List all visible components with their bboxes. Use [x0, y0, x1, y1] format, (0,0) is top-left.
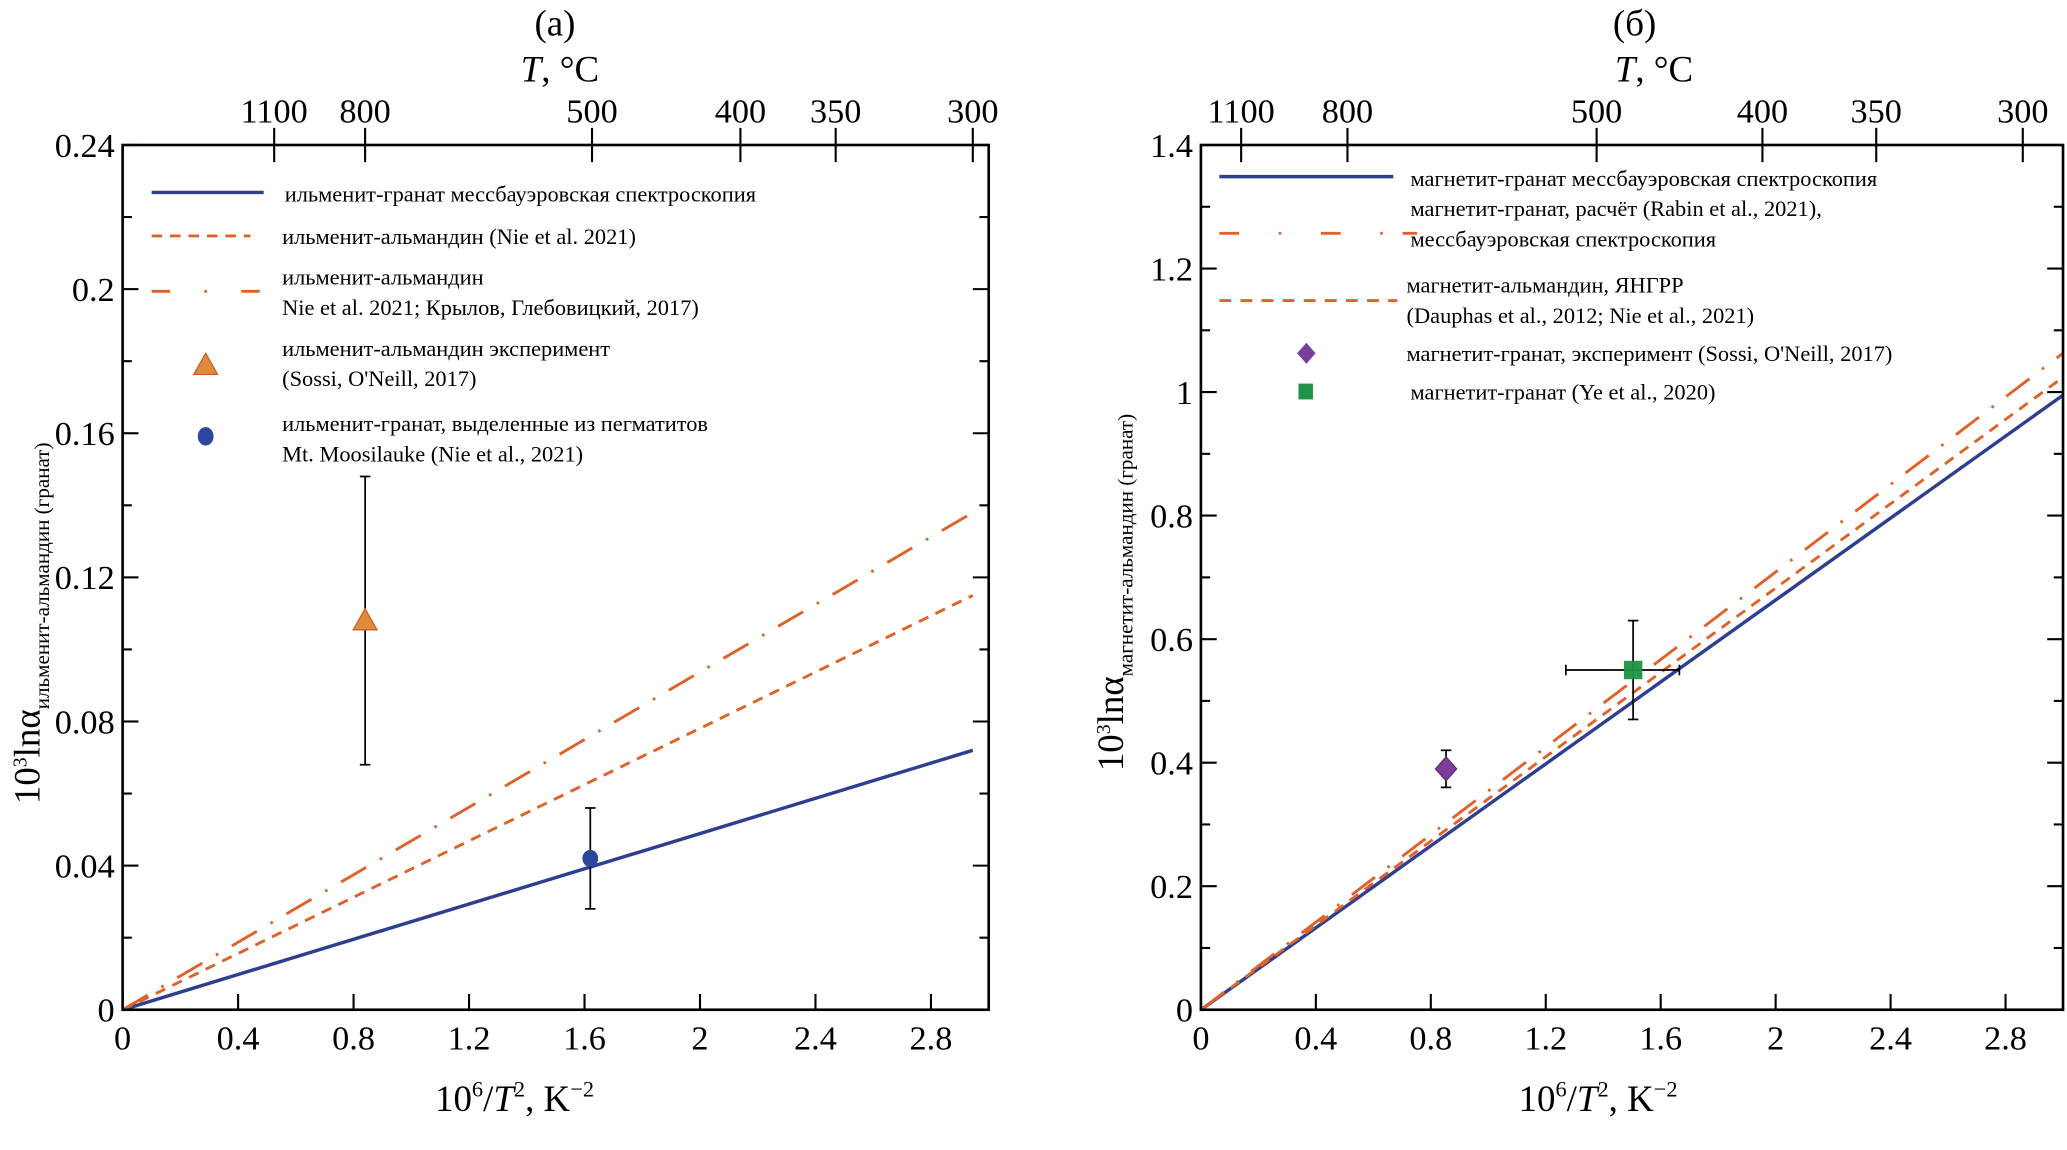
plot-area: [1199, 352, 2065, 1012]
top-tick-label: 300: [1997, 93, 2048, 131]
y-tick-label: 0.24: [55, 127, 115, 165]
x-tick-label: 1.2: [448, 1019, 491, 1057]
legend-label: (Sossi, O'Neill, 2017): [282, 366, 476, 391]
panel-a-x-axis-label: 106/T2, K−2: [435, 1077, 594, 1120]
y-tick-label: 0.4: [1150, 745, 1193, 783]
legend-label: Nie et al. 2021; Крылов, Глебовицкий, 20…: [282, 295, 699, 320]
x-tick-label: 2: [691, 1019, 708, 1057]
panel-a-legend: ильменит-гранат мессбауэровская спектрос…: [151, 182, 756, 466]
y-tick-label: 0.12: [55, 559, 115, 597]
top-tick-label: 800: [1322, 93, 1373, 131]
top-tick-label: 1100: [241, 93, 308, 131]
panel-a-y-axis-label: 103lnαильменит-альмандин (гранат): [7, 442, 54, 804]
legend-label: мессбауэровская спектроскопия: [1411, 227, 1717, 252]
x-tick-label: 0: [114, 1019, 131, 1057]
x-tick-label: 0.4: [217, 1019, 260, 1057]
x-tick-label: 2.4: [794, 1019, 837, 1057]
y-tick-label: 0: [1176, 992, 1193, 1030]
panel-b-legend: магнетит-гранат мессбауэровская спектрос…: [1219, 166, 1893, 404]
panel-b-label: (б): [1613, 3, 1656, 45]
top-tick-label: 350: [1851, 93, 1902, 131]
y-tick-label: 0.08: [55, 703, 115, 741]
x-tick-label: 0: [1192, 1019, 1209, 1057]
x-tick-label: 1.6: [563, 1019, 606, 1057]
x-tick-label: 0.4: [1294, 1019, 1337, 1057]
legend-label: ильменит-альмандин: [282, 265, 484, 290]
top-tick-label: 800: [339, 93, 390, 131]
x-tick-label: 0.8: [1409, 1019, 1452, 1057]
panel-b-top-axis-label: T, °C: [1615, 49, 1693, 90]
y-tick-label: 0: [98, 992, 115, 1030]
panel-a-label: (a): [535, 3, 576, 45]
panel-a-top-axis-label: T, °C: [521, 49, 599, 90]
series-line-dashdot: [1200, 352, 2064, 1011]
y-tick-label: 1.2: [1150, 250, 1193, 288]
series-line-solid: [122, 748, 974, 1012]
data-point-diamond: [1434, 755, 1458, 782]
panel-b-y-axis-label: 103lnαмагнетит-альмандин (гранат): [1090, 414, 1137, 771]
x-tick-label: 1.2: [1524, 1019, 1567, 1057]
y-tick-label: 0.16: [55, 415, 115, 453]
top-tick-label: 1100: [1208, 93, 1275, 131]
top-tick-label: 400: [715, 93, 766, 131]
data-point-circle: [582, 849, 599, 867]
circle-marker-icon: [197, 427, 214, 446]
legend-label: магнетит-гранат (Ye et al., 2020): [1411, 379, 1716, 404]
data-point-square: [1623, 660, 1643, 680]
top-tick-label: 400: [1737, 93, 1788, 131]
x-tick-label: 0.8: [332, 1019, 375, 1057]
y-tick-label: 0.04: [55, 847, 115, 885]
square-marker-icon: [1298, 383, 1313, 400]
y-tick-label: 0.8: [1150, 497, 1193, 535]
legend-label: ильменит-гранат мессбауэровская спектрос…: [285, 182, 756, 207]
plot-frame: [121, 143, 990, 1012]
x-tick-label: 2.8: [910, 1019, 953, 1057]
y-tick-label: 1: [1176, 374, 1193, 412]
top-tick-label: 500: [566, 93, 617, 131]
legend-label: Mt. Moosilauke (Nie et al., 2021): [282, 441, 583, 466]
series-line-dashed: [1200, 376, 2064, 1011]
series-line-dashdot: [121, 511, 974, 1011]
x-tick-label: 2.8: [1984, 1019, 2027, 1057]
legend-label: ильменит-альмандин (Nie et al. 2021): [282, 224, 636, 249]
data-point-triangle: [352, 607, 379, 631]
legend-label: ильменит-альмандин эксперимент: [282, 336, 610, 361]
legend-label: магнетит-гранат, эксперимент (Sossi, O'N…: [1407, 341, 1893, 366]
series-line-solid: [1199, 393, 2065, 1012]
legend-label: магнетит-альмандин, ЯНГРР: [1407, 273, 1684, 298]
top-tick-label: 350: [810, 93, 861, 131]
panel-b-x-axis-label: 106/T2, K−2: [1519, 1077, 1678, 1120]
legend-label: магнетит-гранат мессбауэровская спектрос…: [1411, 166, 1878, 191]
y-tick-label: 1.4: [1150, 127, 1193, 165]
triangle-marker-icon: [192, 351, 219, 376]
legend-label: магнетит-гранат, расчёт (Rabin et al., 2…: [1411, 196, 1822, 221]
legend-label: (Dauphas et al., 2012; Nie et al., 2021): [1407, 303, 1755, 328]
x-tick-label: 2.4: [1869, 1019, 1912, 1057]
x-tick-label: 1.6: [1639, 1019, 1682, 1057]
top-tick-label: 500: [1571, 93, 1622, 131]
panel-a: (a) T, °C 106/T2, K−2 103lnαильменит-аль…: [7, 3, 999, 1120]
plot-area: [121, 475, 974, 1012]
top-tick-label: 300: [947, 93, 998, 131]
y-tick-label: 0.6: [1150, 621, 1193, 659]
series-line-dashed: [121, 594, 974, 1012]
legend-label: ильменит-гранат, выделенные из пегматито…: [282, 411, 708, 436]
panel-b: (б) T, °C 106/T2, K−2 103lnαмагнетит-аль…: [1090, 3, 2065, 1120]
x-tick-label: 2: [1767, 1019, 1784, 1057]
y-tick-label: 0.2: [72, 271, 115, 309]
y-tick-label: 0.2: [1150, 868, 1193, 906]
diamond-marker-icon: [1297, 342, 1316, 364]
